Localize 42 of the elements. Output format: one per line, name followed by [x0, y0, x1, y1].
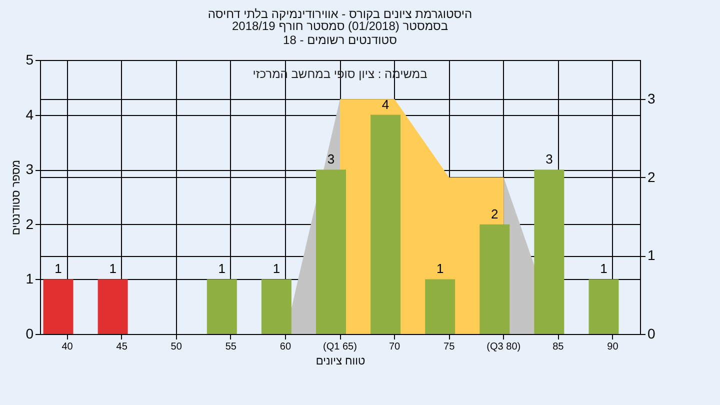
x-tick-label: 55 [225, 342, 237, 352]
data-label: 1 [109, 261, 116, 276]
data-label: 2 [491, 206, 498, 222]
y2-tick-label: 3 [648, 90, 656, 107]
data-label: 3 [546, 152, 553, 167]
y-tick-label: 5 [26, 52, 34, 68]
x-tick-label: 40 [62, 342, 74, 352]
chart-subtitle: בסמסטר (01/2018) סמסטר חורף 2018/19 סטודנטים רשומים - 18 [232, 19, 448, 47]
y-tick-label: 3 [26, 161, 34, 178]
x-tick-label: 90 [607, 342, 619, 352]
data-label: 1 [218, 261, 226, 276]
y-axis-title: מספר סטודנטים [10, 160, 23, 236]
x-tick-label: (Q3 80) [486, 342, 521, 352]
bar [588, 279, 619, 334]
bar [425, 279, 456, 334]
x-tick-label: 60 [280, 342, 292, 352]
x-tick-label: 50 [170, 342, 182, 352]
data-label: 1 [436, 261, 444, 276]
bar [206, 279, 237, 334]
y2-tick-label: 1 [648, 247, 656, 264]
x-tick-label: 75 [444, 342, 456, 352]
y-tick-label: 2 [26, 216, 34, 232]
bar [261, 279, 292, 334]
x-tick-label: 45 [116, 342, 128, 352]
y-tick-label: 1 [26, 270, 34, 287]
bar [43, 279, 74, 334]
data-label: 1 [600, 261, 608, 276]
x-tick-label: 85 [552, 342, 564, 352]
data-label: 4 [382, 96, 390, 112]
data-label: 1 [272, 261, 280, 276]
bar [98, 279, 128, 334]
y-tick-label: 4 [26, 106, 34, 122]
data-label: 3 [327, 152, 335, 167]
data-label: 1 [54, 261, 62, 276]
y-tick-label: 0 [26, 326, 34, 342]
y2-tick-label: 2 [648, 168, 656, 185]
y2-tick-label: 0 [648, 326, 656, 342]
x-tick-label: 70 [388, 342, 401, 352]
bar [370, 114, 401, 334]
x-axis-title: טווח ציונים [316, 356, 366, 368]
chart-title: היסטוגרמת ציונים בקורס - אווירודינמיקה בלתי דחיסה [208, 7, 472, 21]
x-tick-label: (Q1 65) [323, 342, 357, 352]
